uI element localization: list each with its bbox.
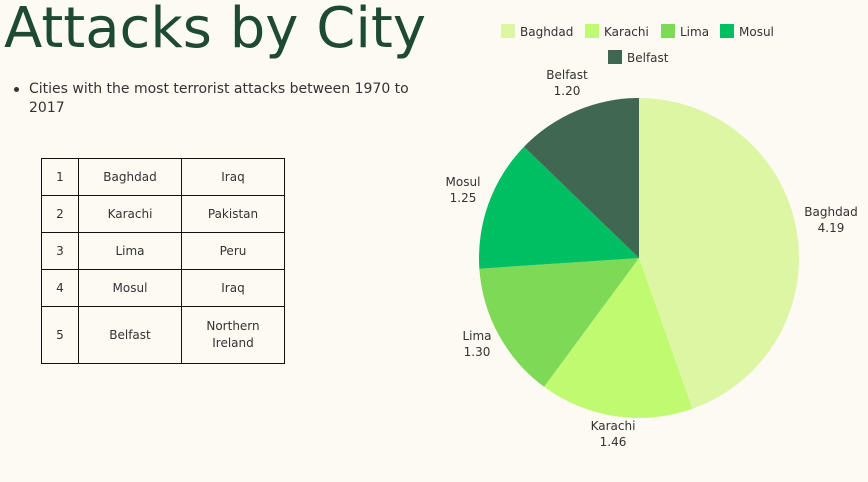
- slice-label-name: Belfast: [546, 68, 588, 82]
- rank-cell: 5: [41, 306, 79, 364]
- legend-label: Baghdad: [520, 25, 573, 39]
- table-row: 5 Belfast Northern Ireland: [41, 306, 285, 364]
- pie-slice-belfast: [523, 98, 639, 258]
- slice-label-value: 1.46: [600, 435, 627, 449]
- city-cell: Belfast: [78, 306, 182, 364]
- table-row: 1 Baghdad Iraq: [41, 158, 285, 196]
- slice-label-value: 4.19: [818, 221, 845, 235]
- country-cell: Pakistan: [181, 195, 285, 233]
- bullet-dot-icon: [14, 87, 19, 92]
- pie-slice-karachi: [544, 258, 693, 418]
- legend-swatch: [720, 24, 734, 38]
- slice-label-name: Baghdad: [804, 205, 857, 219]
- slice-label-name: Lima: [462, 329, 491, 343]
- legend-label: Belfast: [627, 51, 669, 65]
- pie-slice-mosul: [479, 146, 639, 269]
- slice-label-name: Mosul: [446, 175, 481, 189]
- legend-swatch: [661, 24, 675, 38]
- rank-cell: 4: [41, 269, 79, 307]
- bullet-text: Cities with the most terrorist attacks b…: [29, 81, 409, 116]
- slice-label-value: 1.25: [450, 191, 477, 205]
- pie-slice-baghdad: [639, 98, 799, 409]
- legend: Baghdad Karachi Lima Mosul Belfast: [501, 24, 774, 65]
- legend-label: Karachi: [604, 25, 649, 39]
- slice-label-name: Karachi: [591, 419, 636, 433]
- city-cell: Baghdad: [78, 158, 182, 196]
- pie-slices: [479, 98, 799, 418]
- pie-labels: Baghdad 4.19 Karachi 1.46 Lima 1.30 Mosul 1.25 B…: [446, 68, 858, 449]
- slice-label-value: 1.20: [554, 84, 581, 98]
- cities-table: 1 Baghdad Iraq 2 Karachi Pakistan 3 Lima…: [41, 158, 285, 364]
- legend-label: Mosul: [739, 25, 774, 39]
- legend-swatch: [608, 50, 622, 64]
- country-cell: Peru: [181, 232, 285, 270]
- slice-label-value: 1.30: [464, 345, 491, 359]
- city-cell: Mosul: [78, 269, 182, 307]
- page-title: Attacks by City: [4, 0, 426, 61]
- rank-cell: 2: [41, 195, 79, 233]
- legend-swatch: [585, 24, 599, 38]
- rank-cell: 1: [41, 158, 79, 196]
- city-cell: Lima: [78, 232, 182, 270]
- bullet-point: Cities with the most terrorist attacks b…: [14, 80, 414, 118]
- country-cell: Northern Ireland: [181, 306, 285, 364]
- legend-label: Lima: [680, 25, 709, 39]
- pie-slice-lima: [479, 258, 639, 387]
- legend-swatch: [501, 24, 515, 38]
- table-row: 3 Lima Peru: [41, 232, 285, 270]
